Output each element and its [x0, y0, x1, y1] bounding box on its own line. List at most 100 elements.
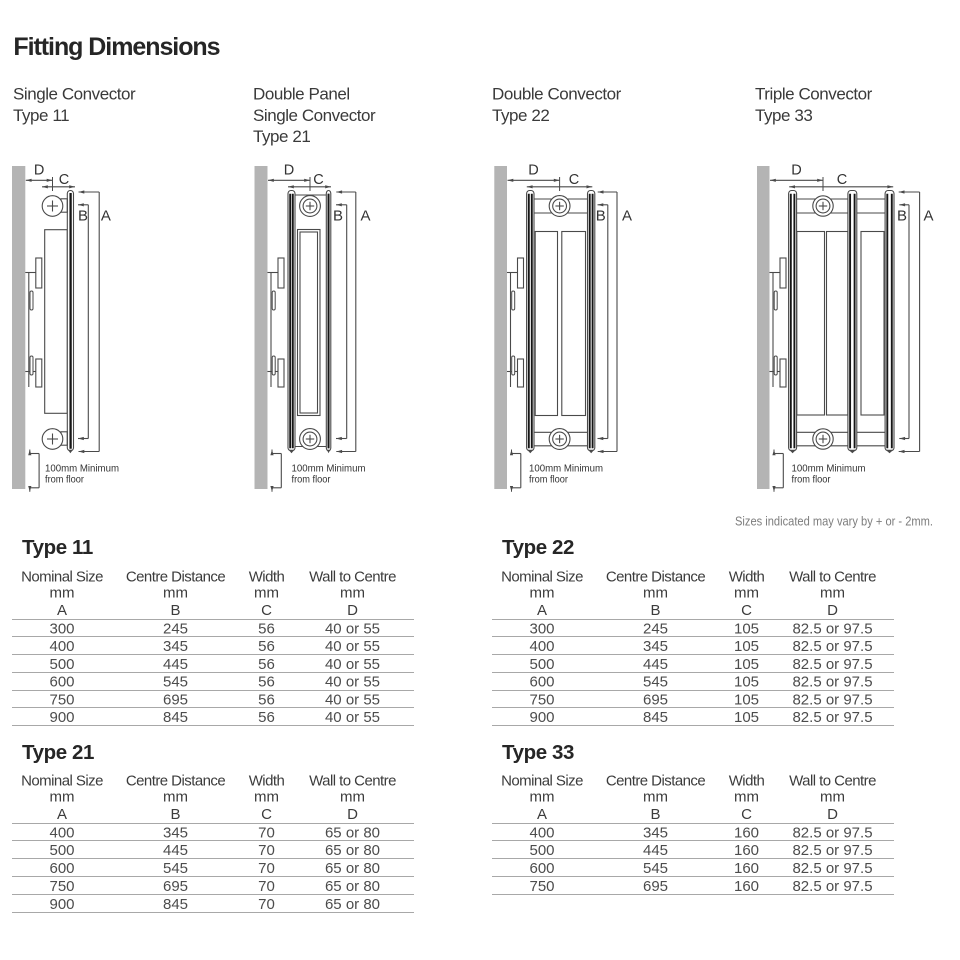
svg-text:B: B [650, 602, 660, 619]
svg-text:545: 545 [643, 674, 668, 691]
svg-text:70: 70 [258, 860, 275, 877]
svg-text:82.5 or 97.5: 82.5 or 97.5 [792, 674, 872, 691]
svg-text:445: 445 [163, 842, 188, 859]
svg-text:B: B [596, 208, 606, 225]
svg-text:750: 750 [529, 878, 554, 895]
svg-text:mm: mm [163, 585, 188, 602]
svg-text:750: 750 [49, 878, 74, 895]
svg-text:Type 22: Type 22 [492, 106, 549, 125]
svg-text:545: 545 [163, 674, 188, 691]
svg-text:82.5 or 97.5: 82.5 or 97.5 [792, 842, 872, 859]
svg-text:40 or 55: 40 or 55 [325, 638, 380, 655]
svg-text:from floor: from floor [529, 474, 569, 485]
svg-text:A: A [57, 806, 67, 823]
svg-text:500: 500 [529, 656, 554, 673]
svg-text:600: 600 [49, 860, 74, 877]
svg-text:40 or 55: 40 or 55 [325, 691, 380, 708]
svg-text:40 or 55: 40 or 55 [325, 674, 380, 691]
svg-text:B: B [650, 806, 660, 823]
svg-text:Nominal Size: Nominal Size [501, 773, 583, 790]
svg-text:545: 545 [163, 860, 188, 877]
svg-text:Width: Width [729, 773, 765, 790]
svg-text:B: B [78, 208, 88, 225]
svg-text:A: A [57, 602, 67, 619]
svg-text:82.5 or 97.5: 82.5 or 97.5 [792, 860, 872, 877]
svg-text:500: 500 [529, 842, 554, 859]
svg-text:C: C [261, 602, 272, 619]
svg-text:mm: mm [734, 585, 759, 602]
svg-text:400: 400 [49, 824, 74, 841]
svg-text:Nominal Size: Nominal Size [501, 569, 583, 586]
svg-text:Single Convector: Single Convector [13, 85, 136, 104]
svg-text:A: A [622, 208, 632, 225]
svg-text:82.5 or 97.5: 82.5 or 97.5 [792, 878, 872, 895]
svg-text:82.5 or 97.5: 82.5 or 97.5 [792, 824, 872, 841]
svg-text:56: 56 [258, 620, 275, 637]
svg-text:B: B [897, 208, 907, 225]
svg-text:100mm Minimum: 100mm Minimum [529, 463, 603, 474]
svg-text:mm: mm [340, 789, 365, 806]
svg-text:695: 695 [163, 691, 188, 708]
svg-text:345: 345 [643, 824, 668, 841]
svg-text:Single Convector: Single Convector [253, 106, 376, 125]
svg-text:65 or 80: 65 or 80 [325, 860, 380, 877]
svg-text:Wall to Centre: Wall to Centre [309, 773, 396, 790]
svg-text:mm: mm [820, 585, 845, 602]
svg-text:40 or 55: 40 or 55 [325, 656, 380, 673]
svg-text:mm: mm [254, 789, 279, 806]
svg-text:600: 600 [529, 674, 554, 691]
svg-text:D: D [347, 806, 358, 823]
svg-text:from floor: from floor [792, 474, 832, 485]
svg-text:Fitting Dimensions: Fitting Dimensions [13, 33, 219, 61]
svg-text:mm: mm [254, 585, 279, 602]
svg-text:mm: mm [163, 789, 188, 806]
svg-text:160: 160 [734, 878, 759, 895]
svg-text:Wall to Centre: Wall to Centre [789, 773, 876, 790]
svg-text:70: 70 [258, 824, 275, 841]
svg-text:D: D [528, 163, 538, 179]
svg-text:56: 56 [258, 638, 275, 655]
svg-text:750: 750 [49, 691, 74, 708]
svg-text:Type 11: Type 11 [22, 536, 93, 559]
svg-text:70: 70 [258, 878, 275, 895]
svg-text:400: 400 [49, 638, 74, 655]
svg-text:Centre Distance: Centre Distance [606, 773, 706, 790]
svg-text:from floor: from floor [292, 474, 332, 485]
svg-text:100mm Minimum: 100mm Minimum [45, 463, 119, 474]
svg-text:105: 105 [734, 691, 759, 708]
svg-text:Wall to Centre: Wall to Centre [789, 569, 876, 586]
svg-text:Type 11: Type 11 [13, 106, 69, 125]
svg-text:445: 445 [643, 842, 668, 859]
svg-text:105: 105 [734, 620, 759, 637]
svg-text:Triple Convector: Triple Convector [755, 85, 873, 104]
svg-text:A: A [923, 208, 933, 225]
svg-text:A: A [101, 208, 111, 225]
svg-text:105: 105 [734, 638, 759, 655]
svg-text:56: 56 [258, 656, 275, 673]
svg-text:105: 105 [734, 674, 759, 691]
svg-text:245: 245 [643, 620, 668, 637]
svg-text:445: 445 [643, 656, 668, 673]
svg-text:mm: mm [50, 585, 75, 602]
svg-text:Centre Distance: Centre Distance [126, 773, 226, 790]
svg-text:65 or 80: 65 or 80 [325, 824, 380, 841]
svg-text:600: 600 [529, 860, 554, 877]
svg-text:Width: Width [729, 569, 765, 586]
svg-text:Width: Width [249, 773, 285, 790]
svg-text:40 or 55: 40 or 55 [325, 709, 380, 726]
svg-text:D: D [34, 163, 44, 179]
svg-text:Type 33: Type 33 [502, 741, 574, 764]
svg-text:40 or 55: 40 or 55 [325, 620, 380, 637]
svg-text:82.5 or 97.5: 82.5 or 97.5 [792, 691, 872, 708]
svg-text:400: 400 [529, 638, 554, 655]
svg-text:Type 33: Type 33 [755, 106, 812, 125]
svg-text:500: 500 [49, 656, 74, 673]
svg-text:105: 105 [734, 656, 759, 673]
svg-text:Width: Width [249, 569, 285, 586]
svg-text:mm: mm [530, 585, 555, 602]
svg-text:445: 445 [163, 656, 188, 673]
svg-text:845: 845 [163, 896, 188, 913]
svg-text:845: 845 [643, 709, 668, 726]
svg-text:C: C [837, 172, 847, 188]
svg-text:900: 900 [49, 896, 74, 913]
